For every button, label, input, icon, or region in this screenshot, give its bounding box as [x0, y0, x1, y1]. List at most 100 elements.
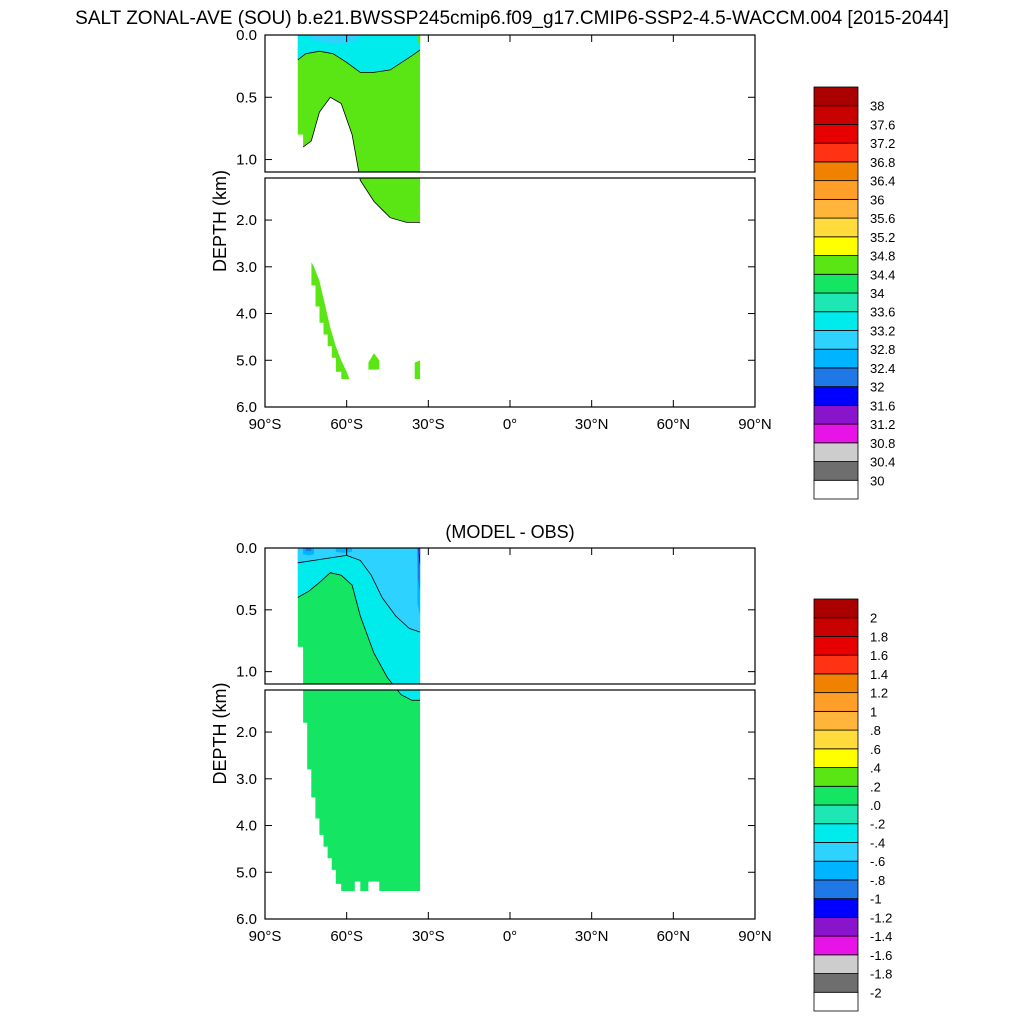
difference-panel: 90°S 60°S 30°S 0° 30°N 60°N 90°N 0.0 0.5 1.0 2.0 3.… — [210, 522, 772, 945]
panel-gap — [264, 172, 756, 178]
salinity-colorbar: 30 30.4 30.8 31.2 31.6 32 32.4 32.8 33.2 33.6 34 34… — [813, 86, 895, 500]
contour-region-4 — [311, 262, 350, 379]
colorbar-label: 1 — [870, 704, 877, 719]
colorbar-label: 36.4 — [870, 174, 895, 189]
colorbar-box — [813, 916, 859, 937]
colorbar-label: 32.4 — [870, 361, 895, 376]
colorbar-label: 31.6 — [870, 398, 895, 413]
x-tick-label: 30°S — [412, 416, 445, 433]
x-tick-label: 60°S — [330, 416, 363, 433]
x-tick-label: 30°N — [575, 928, 609, 945]
colorbar-label: 30.8 — [870, 436, 895, 451]
contour-region-5 — [305, 548, 312, 552]
colorbar-label: -1.6 — [870, 948, 892, 963]
colorbar-box — [813, 935, 859, 956]
colorbar-label: 1.8 — [870, 629, 888, 644]
colorbar-box — [813, 255, 859, 275]
contour-region-3 — [414, 360, 421, 379]
colorbar-box — [813, 180, 859, 200]
salinity-panel: 90°S 60°S 30°S 0° 30°N 60°N 90°N 0.0 0.5 1.0 2.0 3.… — [210, 27, 772, 433]
y-tick-label: 2.0 — [236, 724, 257, 741]
colorbar-label: .6 — [870, 742, 881, 757]
y-axis-label: DEPTH (km) — [210, 170, 230, 272]
colorbar-box — [813, 161, 859, 182]
colorbar-label: 36.8 — [870, 155, 895, 170]
x-tick-label: 30°N — [575, 416, 609, 433]
y-tick-label: 0.0 — [236, 540, 257, 557]
y-tick-label: 3.0 — [236, 771, 257, 788]
colorbar-box — [813, 879, 859, 900]
colorbar-box — [813, 479, 859, 500]
colorbar-box — [813, 367, 859, 388]
x-tick-label: 90°S — [249, 928, 282, 945]
y-tick-label: 3.0 — [236, 259, 257, 276]
colorbar-box — [813, 673, 859, 694]
contour-line-1 — [297, 572, 421, 701]
contour-line-1 — [302, 96, 421, 223]
colorbar-label: 30.4 — [870, 455, 895, 470]
colorbar-box — [813, 748, 859, 768]
colorbar-box — [813, 423, 859, 444]
colorbar-box — [813, 654, 859, 675]
colorbar-box — [813, 386, 859, 406]
contour-region-2 — [297, 548, 421, 633]
colorbar-label: 30 — [870, 473, 884, 488]
colorbar-label: -.2 — [870, 817, 885, 832]
colorbar-label: 35.2 — [870, 230, 895, 245]
missing-data-0 — [352, 369, 358, 379]
colorbar-label: .4 — [870, 761, 881, 776]
colorbar-label: 37.2 — [870, 136, 895, 151]
lower-plot-area — [265, 178, 755, 407]
colorbar-box — [813, 461, 859, 481]
colorbar-label: -.4 — [870, 835, 885, 850]
colorbar-box — [813, 86, 859, 107]
x-tick-label: 30°S — [412, 928, 445, 945]
colorbar-box — [813, 692, 859, 712]
x-tick-label: 60°S — [330, 928, 363, 945]
y-tick-label: 2.0 — [236, 212, 257, 229]
colorbar-label: 1.4 — [870, 667, 888, 682]
colorbar-box — [813, 785, 859, 806]
colorbar-box — [813, 348, 859, 369]
y-tick-label: 1.0 — [236, 664, 257, 681]
colorbar-label: 1.2 — [870, 686, 888, 701]
colorbar-box — [813, 404, 859, 425]
x-tick-label: 60°N — [657, 416, 691, 433]
colorbar-label: -.8 — [870, 873, 885, 888]
colorbar-label: -.6 — [870, 854, 885, 869]
colorbar-label: -2 — [870, 985, 882, 1000]
y-tick-label: 6.0 — [236, 911, 257, 928]
colorbar-label: 1.6 — [870, 648, 888, 663]
y-tick-label: 5.0 — [236, 864, 257, 881]
colorbar-label: 38 — [870, 99, 884, 114]
contour-region-6 — [308, 35, 361, 44]
missing-data-0 — [354, 881, 361, 891]
colorbar-box — [813, 311, 859, 331]
colorbar-label: .0 — [870, 798, 881, 813]
colorbar-label: 34 — [870, 286, 884, 301]
y-tick-label: 6.0 — [236, 399, 257, 416]
colorbar-label: -1.4 — [870, 929, 892, 944]
colorbar-box — [813, 330, 859, 350]
contour-fill — [297, 548, 421, 891]
y-tick-label: 0.0 — [236, 27, 257, 44]
contour-region-4 — [335, 548, 353, 553]
colorbar-box — [813, 767, 859, 787]
y-tick-label: 5.0 — [236, 352, 257, 369]
x-tick-label: 0° — [503, 416, 517, 433]
figure-title: SALT ZONAL-AVE (SOU) b.e21.BWSSP245cmip6… — [75, 8, 949, 29]
y-tick-label: 0.5 — [236, 89, 257, 106]
y-axis-label: DEPTH (km) — [210, 683, 230, 785]
panel-gap — [264, 684, 756, 690]
colorbar-box — [813, 292, 859, 313]
colorbar-box — [813, 729, 859, 750]
colorbar-box — [813, 442, 859, 462]
x-tick-label: 60°N — [657, 928, 691, 945]
contour-region-5 — [297, 35, 421, 73]
colorbar-box — [813, 898, 859, 918]
y-tick-label: 0.5 — [236, 602, 257, 619]
colorbar-box — [813, 860, 859, 881]
colorbar-box — [813, 217, 859, 238]
panel-title: (MODEL - OBS) — [445, 522, 574, 542]
